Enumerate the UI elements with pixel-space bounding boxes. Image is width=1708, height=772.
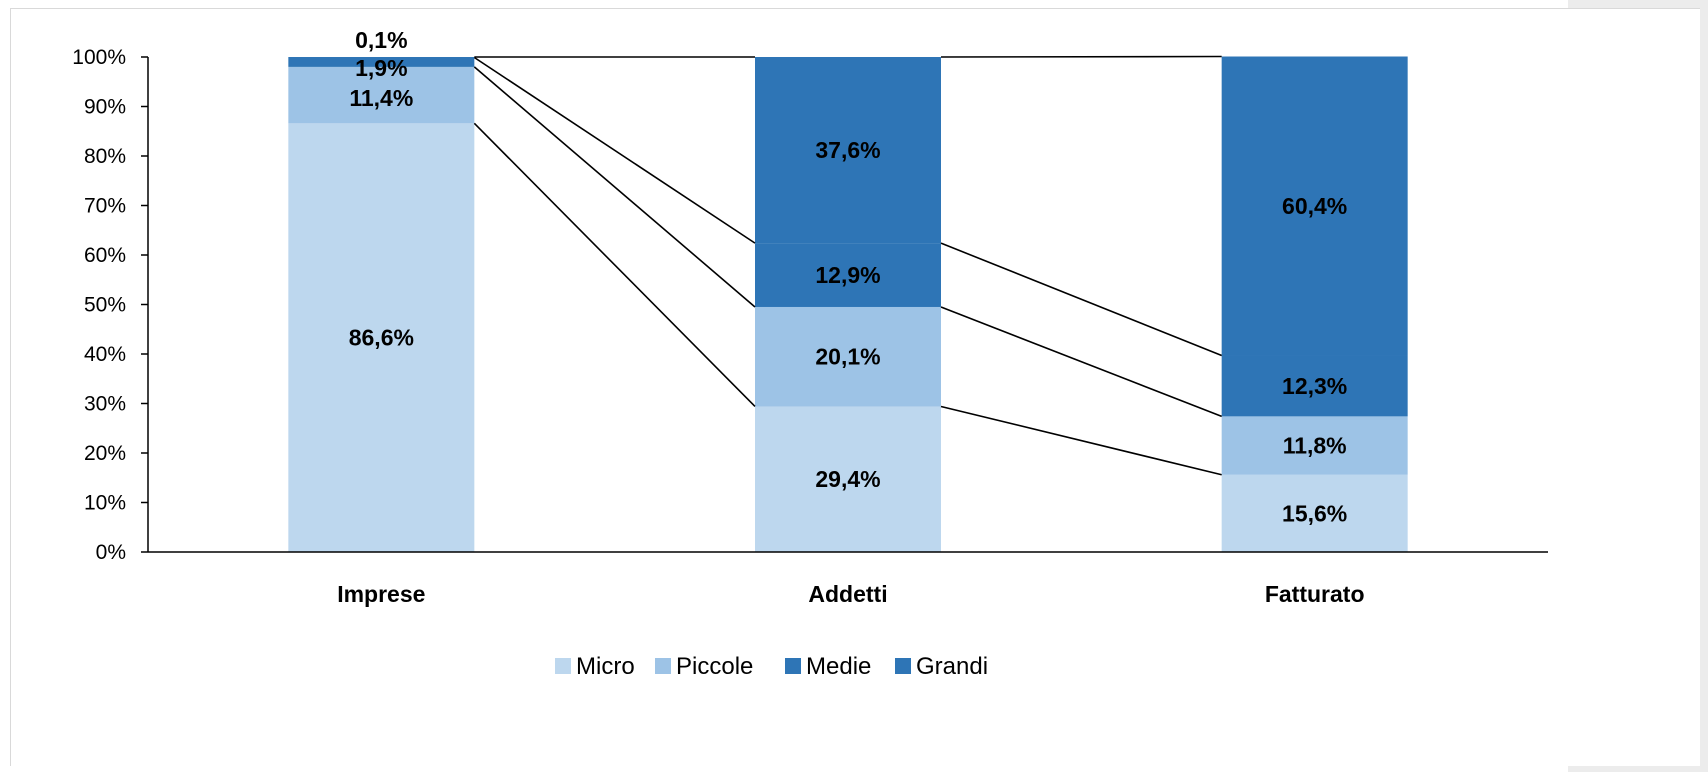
y-tick-label: 20% [84, 442, 126, 465]
y-tick-label: 90% [84, 96, 126, 119]
bar-micro-fatturato [1221, 474, 1408, 552]
data-label-grandi-imprese: 0,1% [355, 27, 407, 53]
x-category-label: Fatturato [1265, 581, 1365, 607]
y-tick-label: 100% [72, 46, 126, 69]
legend-label-medie: Medie [806, 653, 871, 680]
bar-medie-fatturato [1221, 355, 1408, 417]
connector-line-piccole-0 [473, 66, 756, 308]
bar-grandi-addetti [755, 57, 941, 244]
connector-line-piccole-1 [940, 306, 1222, 418]
bar-grandi-fatturato [1221, 56, 1408, 356]
x-category-label: Addetti [808, 581, 887, 607]
y-tick-label: 40% [84, 343, 126, 366]
y-tick-label: 80% [84, 145, 126, 168]
connector-line-medie-0 [473, 56, 756, 244]
bar-piccole-addetti [755, 306, 941, 407]
legend-swatch-piccole [655, 658, 671, 674]
legend-label-grandi: Grandi [916, 653, 988, 680]
legend-label-piccole: Piccole [676, 653, 753, 680]
bar-micro-addetti [755, 406, 941, 552]
legend-label-micro: Micro [576, 653, 635, 680]
y-tick-label: 0% [96, 541, 126, 564]
data-label-piccole-imprese: 11,4% [349, 85, 413, 111]
legend-swatch-grandi [895, 658, 911, 674]
data-label-medie-imprese: 1,9% [355, 55, 407, 81]
y-tick-label: 50% [84, 294, 126, 317]
y-tick-label: 10% [84, 492, 126, 515]
y-tick-label: 60% [84, 244, 126, 267]
connector-line-micro-1 [940, 405, 1222, 476]
bar-piccole-fatturato [1221, 416, 1408, 475]
data-label-piccole-addetti: 20,1% [815, 344, 880, 370]
legend-swatch-micro [555, 658, 571, 674]
x-category-label: Imprese [337, 581, 425, 607]
bar-medie-addetti [755, 243, 941, 307]
data-label-medie-addetti: 12,9% [815, 262, 880, 288]
data-label-piccole-fatturato: 11,8% [1283, 433, 1347, 459]
connector-line-micro-0 [473, 122, 756, 408]
data-label-medie-fatturato: 12,3% [1282, 373, 1347, 399]
data-label-grandi-addetti: 37,6% [815, 137, 880, 163]
data-label-micro-addetti: 29,4% [815, 466, 880, 492]
bar-piccole-imprese [288, 66, 475, 124]
bar-medie-imprese [288, 57, 475, 67]
connector-line-medie-1 [940, 242, 1222, 357]
data-label-grandi-fatturato: 60,4% [1282, 193, 1347, 219]
y-tick-label: 70% [84, 195, 126, 218]
data-label-micro-imprese: 86,6% [349, 325, 414, 351]
legend-swatch-medie [785, 658, 801, 674]
bar-micro-imprese [288, 123, 475, 552]
data-label-micro-fatturato: 15,6% [1282, 500, 1347, 526]
y-tick-label: 30% [84, 393, 126, 416]
